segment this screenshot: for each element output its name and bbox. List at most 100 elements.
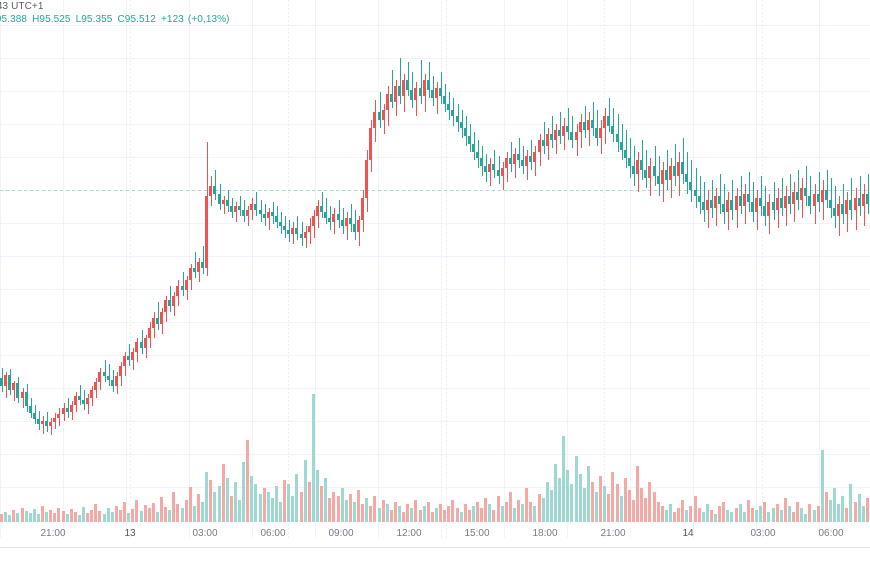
volume-bar — [627, 490, 631, 522]
candle-body — [110, 380, 114, 386]
day-separator — [762, 0, 763, 538]
volume-bar — [533, 506, 537, 522]
volume-bar — [800, 508, 804, 522]
volume-bar — [295, 474, 299, 522]
candle-body — [328, 218, 332, 222]
volume-bar — [668, 504, 672, 522]
volume-bar — [361, 504, 365, 522]
volume-bar — [320, 486, 324, 522]
grid-hline — [0, 124, 870, 125]
candle-wick — [379, 92, 381, 128]
volume-bar — [77, 515, 81, 522]
candle-body — [558, 130, 562, 136]
volume-bar — [681, 500, 685, 522]
candle-body — [361, 198, 365, 220]
candle-wick — [88, 394, 90, 414]
candle-wick — [223, 196, 225, 214]
candle-wick — [810, 176, 812, 214]
grid-hline — [0, 454, 870, 455]
candle-body — [393, 86, 397, 102]
candle-wick — [818, 172, 820, 212]
candle-body — [488, 164, 492, 172]
candle-wick — [519, 138, 521, 168]
candle-body — [582, 122, 586, 130]
volume-bar — [106, 508, 110, 522]
volume-bar — [381, 500, 385, 522]
candle-body — [32, 413, 36, 419]
candle-wick — [22, 388, 24, 408]
volume-bar — [792, 512, 796, 522]
candle-body — [619, 142, 623, 150]
volume-bar — [102, 514, 106, 522]
candle-body — [804, 188, 808, 196]
candle-body — [61, 408, 65, 414]
candle-wick — [490, 158, 492, 186]
candle-body — [537, 140, 541, 152]
volume-bar — [28, 513, 32, 522]
candle-wick — [248, 206, 250, 226]
candle-wick — [839, 196, 841, 236]
volume-bar — [549, 490, 553, 522]
candle-body — [775, 198, 779, 210]
candle-body — [492, 164, 496, 170]
volume-bar — [258, 494, 262, 522]
volume-bar — [660, 506, 664, 522]
candle-body — [28, 406, 32, 413]
candle-body — [176, 286, 180, 296]
candle-body — [545, 134, 549, 146]
volume-bar — [4, 512, 8, 522]
candle-body — [816, 194, 820, 202]
time-axis[interactable]: 21:00 13 03:00 06:00 09:00 12:00 15:00 18:00 21:… — [0, 528, 870, 548]
candle-wick — [79, 385, 81, 405]
volume-bar — [213, 492, 217, 522]
time-axis-tick: 06:00 — [818, 528, 844, 539]
volume-bar — [574, 456, 578, 522]
time-axis-tick: 21:00 — [40, 528, 66, 539]
volume-bar — [480, 508, 484, 522]
volume-bar — [151, 503, 155, 522]
candle-body — [512, 154, 516, 164]
volume-bar — [209, 480, 213, 522]
grid-hline — [0, 223, 870, 224]
candle-wick — [609, 98, 611, 132]
grid-vline — [756, 0, 757, 538]
candle-body — [196, 262, 200, 272]
volume-bar — [0, 514, 3, 522]
candle-body — [188, 268, 192, 280]
candle-wick — [798, 170, 800, 210]
candle-body — [615, 134, 619, 142]
volume-bar — [582, 488, 586, 522]
candle-body — [303, 232, 307, 238]
volume-bar — [291, 496, 295, 522]
candle-body — [49, 422, 53, 426]
candle-body — [570, 132, 574, 140]
volume-bar — [443, 510, 447, 522]
volume-bar — [369, 506, 373, 522]
grid-vline — [378, 0, 379, 538]
candle-body — [86, 398, 90, 404]
volume-bar — [816, 506, 820, 522]
volume-bar — [221, 464, 225, 522]
candle-body — [681, 162, 685, 174]
volume-bar — [164, 507, 168, 522]
candle-body — [463, 128, 467, 136]
volume-bar — [804, 514, 808, 522]
volume-bar — [196, 494, 200, 522]
volume-bar — [545, 482, 549, 522]
volume-bar — [287, 484, 291, 522]
candle-body — [771, 202, 775, 210]
candle-body — [131, 352, 135, 360]
candle-body — [311, 216, 315, 226]
candle-body — [779, 198, 783, 208]
candle-wick — [789, 174, 791, 214]
candle-body — [595, 128, 599, 138]
volume-bar — [41, 506, 45, 522]
volume-bar — [578, 474, 582, 522]
candle-wick — [531, 140, 533, 170]
volume-bar — [238, 500, 242, 522]
grid-hline — [0, 25, 870, 26]
candle-wick — [194, 252, 196, 278]
volume-bar — [529, 502, 533, 522]
volume-bar — [500, 506, 504, 522]
